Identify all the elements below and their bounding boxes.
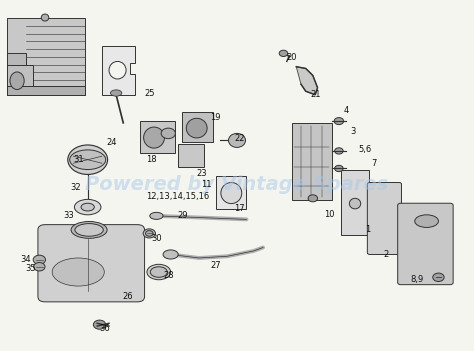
Text: 11: 11: [201, 180, 211, 189]
Text: 19: 19: [210, 113, 221, 122]
Ellipse shape: [349, 198, 361, 209]
Bar: [216, 176, 246, 209]
Ellipse shape: [433, 273, 444, 282]
Ellipse shape: [71, 221, 107, 238]
FancyBboxPatch shape: [398, 203, 453, 285]
Text: 22: 22: [234, 134, 245, 143]
Bar: [7, 86, 85, 95]
Ellipse shape: [70, 150, 106, 170]
Ellipse shape: [186, 118, 207, 138]
Ellipse shape: [110, 90, 122, 96]
Ellipse shape: [161, 128, 175, 139]
Bar: [7, 18, 85, 95]
Text: 5,6: 5,6: [358, 145, 372, 154]
Ellipse shape: [93, 320, 106, 329]
Ellipse shape: [146, 231, 153, 236]
Text: Powered by Vintage Spares: Powered by Vintage Spares: [85, 175, 389, 194]
Bar: [7, 53, 26, 95]
Ellipse shape: [308, 195, 318, 202]
Ellipse shape: [279, 50, 288, 57]
Text: 17: 17: [234, 204, 245, 213]
Ellipse shape: [147, 264, 171, 280]
Text: 32: 32: [71, 183, 81, 192]
Bar: [182, 112, 213, 142]
Text: 31: 31: [73, 155, 83, 164]
Text: 2: 2: [383, 250, 389, 259]
Ellipse shape: [74, 199, 101, 215]
Bar: [140, 121, 175, 153]
Text: 30: 30: [151, 234, 162, 243]
Ellipse shape: [33, 255, 46, 264]
Text: 36: 36: [99, 324, 109, 333]
Text: 34: 34: [21, 255, 31, 264]
Ellipse shape: [144, 127, 164, 148]
Text: 8,9: 8,9: [410, 274, 424, 284]
Text: 29: 29: [177, 211, 188, 220]
Polygon shape: [296, 67, 318, 95]
Ellipse shape: [34, 263, 45, 271]
Text: 24: 24: [106, 138, 117, 147]
Text: 3: 3: [350, 127, 356, 136]
Ellipse shape: [81, 203, 94, 211]
Ellipse shape: [41, 14, 49, 21]
Ellipse shape: [335, 165, 343, 172]
Text: 27: 27: [210, 260, 221, 270]
Bar: [292, 123, 332, 200]
Ellipse shape: [150, 212, 163, 219]
Ellipse shape: [163, 250, 178, 259]
Bar: [7, 65, 33, 93]
Ellipse shape: [228, 133, 246, 147]
Text: 10: 10: [324, 210, 335, 219]
Text: 1: 1: [365, 225, 370, 234]
Ellipse shape: [150, 267, 167, 277]
Ellipse shape: [52, 258, 104, 286]
Text: 35: 35: [26, 264, 36, 273]
Ellipse shape: [68, 145, 108, 174]
Ellipse shape: [109, 61, 126, 79]
Text: 21: 21: [310, 90, 320, 99]
Ellipse shape: [221, 183, 242, 204]
Text: 4: 4: [343, 106, 349, 115]
FancyBboxPatch shape: [38, 225, 145, 302]
Polygon shape: [102, 46, 135, 95]
Ellipse shape: [143, 229, 155, 238]
Text: 33: 33: [64, 211, 74, 220]
Ellipse shape: [335, 148, 343, 154]
Text: 18: 18: [146, 155, 157, 164]
Text: 25: 25: [144, 88, 155, 98]
Text: 12,13,14,15,16: 12,13,14,15,16: [146, 192, 210, 201]
Text: 26: 26: [123, 292, 133, 301]
Text: 23: 23: [196, 169, 207, 178]
Bar: [178, 144, 204, 167]
Ellipse shape: [75, 224, 103, 236]
Text: 20: 20: [286, 53, 297, 62]
Bar: [341, 170, 369, 235]
Ellipse shape: [334, 118, 344, 125]
Ellipse shape: [415, 215, 438, 227]
Text: 28: 28: [163, 271, 173, 280]
Ellipse shape: [10, 72, 24, 90]
Text: 7: 7: [372, 159, 377, 168]
FancyBboxPatch shape: [367, 183, 401, 254]
